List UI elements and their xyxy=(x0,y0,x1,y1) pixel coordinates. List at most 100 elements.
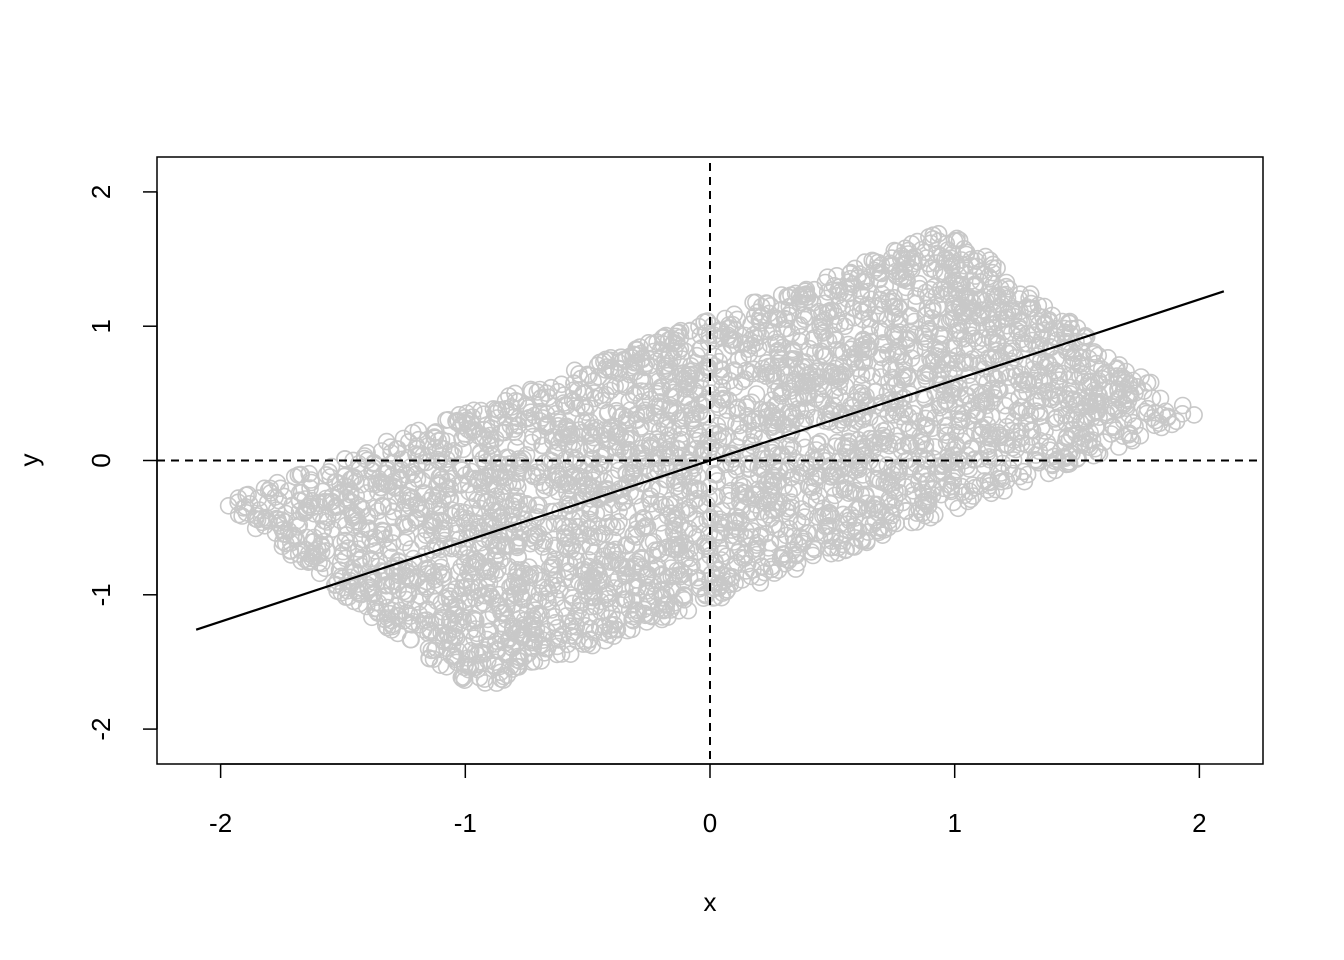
data-point xyxy=(421,613,440,632)
data-point xyxy=(867,305,886,324)
data-point xyxy=(392,460,411,479)
data-point xyxy=(844,299,862,317)
data-point xyxy=(932,314,950,332)
data-point xyxy=(374,563,393,581)
data-point xyxy=(802,458,821,476)
data-point xyxy=(848,412,867,431)
data-point xyxy=(432,511,450,530)
data-point xyxy=(352,557,370,575)
data-point xyxy=(563,439,582,458)
data-point xyxy=(541,478,560,497)
data-point xyxy=(870,319,889,338)
data-point xyxy=(1047,363,1066,382)
data-point xyxy=(539,414,557,433)
data-point xyxy=(917,306,935,325)
data-point xyxy=(507,464,526,483)
data-point xyxy=(826,387,844,405)
x-axis-label: x xyxy=(704,887,717,917)
data-point xyxy=(957,245,976,264)
data-point xyxy=(943,244,962,263)
data-point xyxy=(474,558,493,576)
data-point xyxy=(553,470,572,489)
data-point xyxy=(498,448,516,467)
data-point xyxy=(925,277,944,296)
data-point xyxy=(667,506,686,525)
data-point xyxy=(1027,402,1046,421)
data-point xyxy=(945,463,964,482)
data-point xyxy=(922,234,940,252)
data-point xyxy=(369,593,388,612)
data-point xyxy=(480,574,499,592)
data-point xyxy=(454,668,473,686)
data-point xyxy=(687,528,706,546)
data-point xyxy=(747,536,766,555)
data-point xyxy=(745,360,763,379)
data-point xyxy=(458,577,476,596)
data-point xyxy=(386,487,405,505)
data-point xyxy=(744,561,762,579)
data-point xyxy=(548,618,567,637)
data-point xyxy=(343,509,362,527)
data-point xyxy=(880,436,899,455)
data-point xyxy=(292,465,311,484)
data-point xyxy=(312,542,331,561)
data-point xyxy=(902,307,920,326)
data-point xyxy=(799,524,818,542)
data-point xyxy=(1019,335,1037,353)
data-point xyxy=(1087,418,1105,436)
data-point xyxy=(1004,342,1023,360)
data-point xyxy=(338,489,356,507)
data-point xyxy=(721,371,739,390)
data-point xyxy=(681,462,699,481)
data-point xyxy=(522,382,541,401)
data-point xyxy=(763,404,782,422)
data-point xyxy=(402,463,421,481)
data-point xyxy=(628,341,646,359)
data-point xyxy=(970,393,988,412)
data-point xyxy=(643,480,661,499)
x-tick-label: 0 xyxy=(703,808,717,838)
data-point xyxy=(1081,438,1099,457)
data-point xyxy=(517,446,536,464)
data-point xyxy=(527,496,546,515)
data-point xyxy=(907,455,925,474)
data-point xyxy=(427,639,445,657)
data-point xyxy=(653,608,672,626)
data-point xyxy=(827,307,846,326)
data-point xyxy=(752,557,771,576)
data-point xyxy=(983,426,1002,445)
x-tick-label: 2 xyxy=(1192,808,1206,838)
data-point xyxy=(259,512,278,530)
data-point xyxy=(327,473,346,491)
data-point xyxy=(423,487,442,506)
data-point xyxy=(1018,298,1036,316)
data-point xyxy=(788,554,807,572)
data-point xyxy=(474,450,492,468)
data-point xyxy=(497,598,516,617)
data-point xyxy=(764,466,783,485)
data-point xyxy=(563,594,582,613)
data-point xyxy=(1007,440,1025,459)
y-tick-label: 1 xyxy=(86,319,116,333)
data-point xyxy=(599,403,617,422)
data-point xyxy=(675,587,693,605)
data-point xyxy=(1075,433,1094,452)
y-axis-label: y xyxy=(14,454,44,467)
data-point xyxy=(842,354,860,373)
data-point xyxy=(466,643,485,661)
data-point xyxy=(1012,429,1030,447)
data-point xyxy=(347,487,366,505)
data-point xyxy=(1185,406,1203,424)
data-point xyxy=(676,407,694,425)
data-point xyxy=(902,513,921,532)
data-point xyxy=(1014,462,1032,481)
data-point xyxy=(988,370,1007,388)
data-point xyxy=(279,521,298,540)
data-point xyxy=(1040,370,1059,389)
data-point xyxy=(330,561,349,579)
data-point xyxy=(495,537,514,556)
data-point xyxy=(689,424,708,443)
data-point xyxy=(502,638,521,657)
data-point xyxy=(503,477,522,495)
data-point xyxy=(702,375,721,394)
